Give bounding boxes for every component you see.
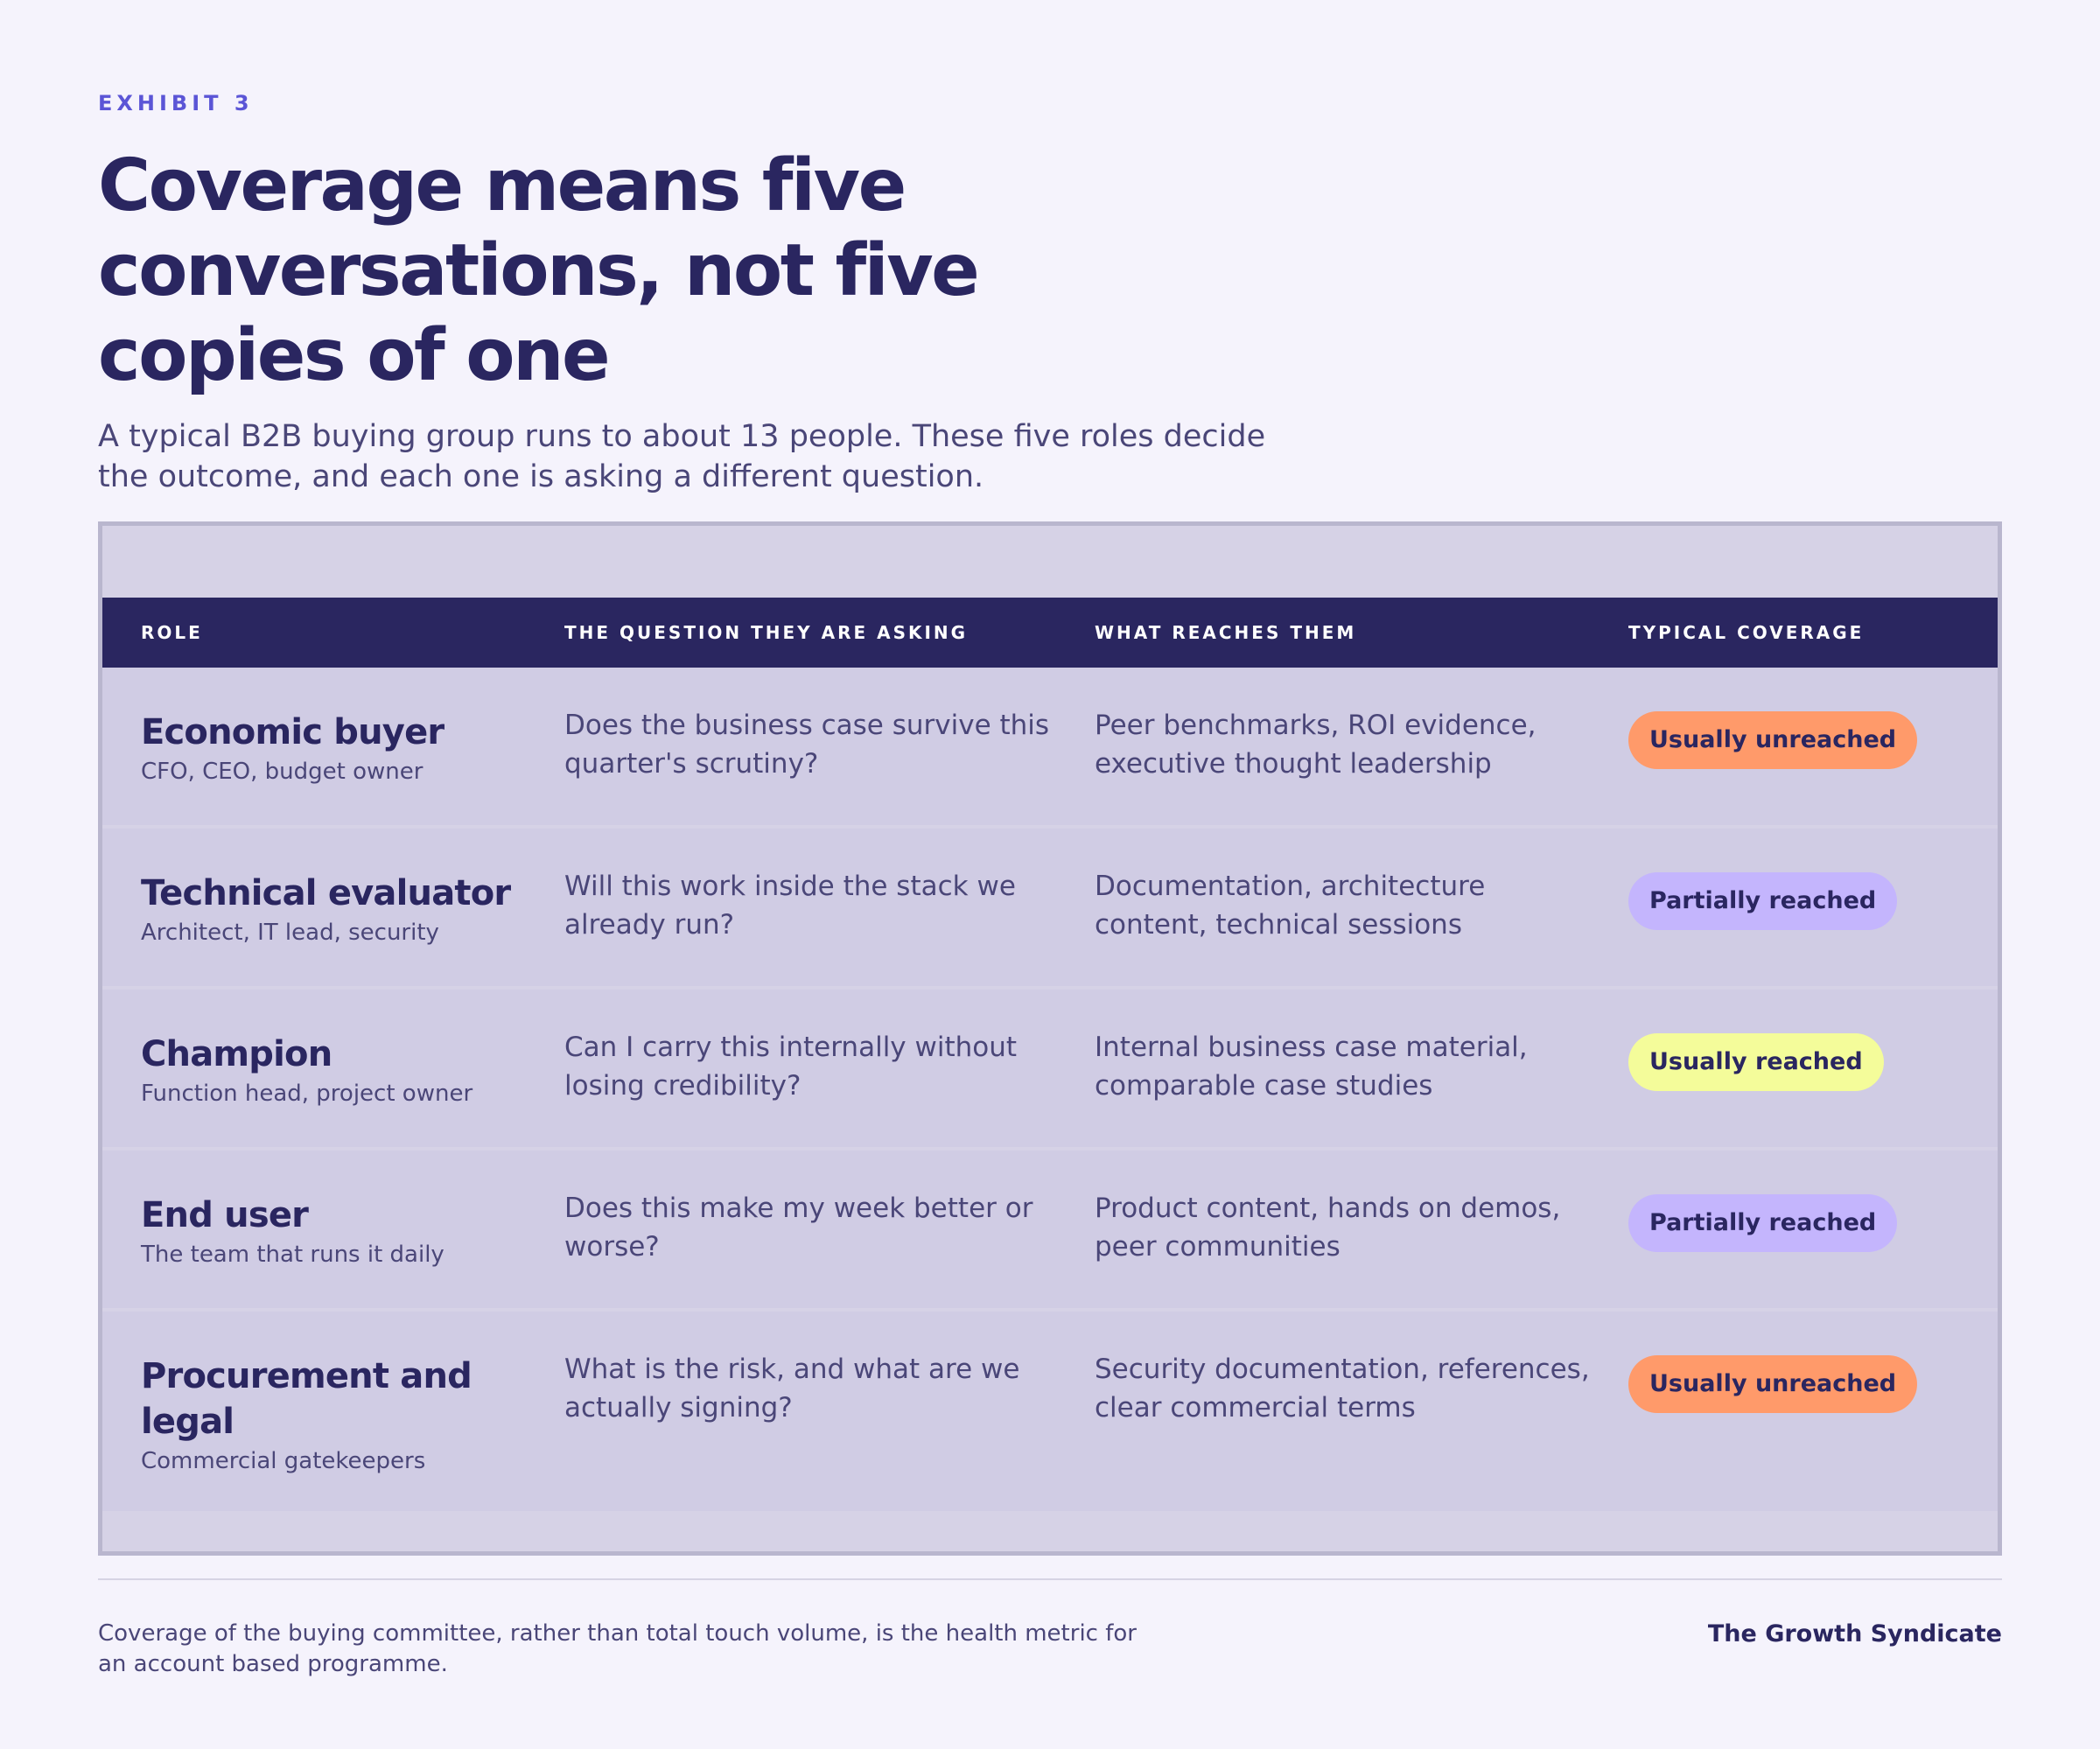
footer-divider	[98, 1578, 2002, 1580]
table-row: Champion Function head, project owner Ca…	[102, 990, 1998, 1147]
table-row: Technical evaluator Architect, IT lead, …	[102, 829, 1998, 986]
role-subtitle: Function head, project owner	[141, 1081, 473, 1107]
reaches-cell: Internal business case material, compara…	[1095, 1032, 1528, 1102]
coverage-badge: Partially reached	[1628, 872, 1898, 930]
brand-name: The Growth Syndicate	[1707, 1620, 2002, 1648]
page-title: Coverage means five conversations, not f…	[98, 144, 980, 397]
role-subtitle: Architect, IT lead, security	[141, 920, 439, 946]
question-cell: What is the risk, and what are we actual…	[564, 1354, 1020, 1424]
reaches-cell: Peer benchmarks, ROI evidence, executive…	[1095, 710, 1536, 780]
role-subtitle: CFO, CEO, budget owner	[141, 759, 424, 785]
role-name: Economic buyer	[141, 712, 444, 752]
coverage-badge: Usually unreached	[1628, 1355, 1918, 1413]
column-header-role: ROLE	[141, 622, 203, 643]
coverage-badge: Partially reached	[1628, 1194, 1898, 1252]
question-cell: Does the business case survive this quar…	[564, 710, 1050, 780]
exhibit-label: EXHIBIT 3	[98, 91, 254, 115]
page-subtitle: A typical B2B buying group runs to about…	[98, 419, 1266, 494]
coverage-badge: Usually reached	[1628, 1033, 1884, 1091]
role-name: Procurement and legal	[141, 1356, 472, 1442]
role-name: End user	[141, 1195, 309, 1235]
role-subtitle: The team that runs it daily	[141, 1242, 444, 1268]
table-header: ROLE THE QUESTION THEY ARE ASKING WHAT R…	[102, 598, 1998, 668]
table-row: End user The team that runs it daily Doe…	[102, 1151, 1998, 1308]
question-cell: Does this make my week better or worse?	[564, 1193, 1033, 1263]
column-header-reaches: WHAT REACHES THEM	[1095, 622, 1357, 643]
coverage-badge: Usually unreached	[1628, 711, 1918, 769]
question-cell: Can I carry this internally without losi…	[564, 1032, 1018, 1102]
reaches-cell: Product content, hands on demos, peer co…	[1095, 1193, 1561, 1263]
column-header-question: THE QUESTION THEY ARE ASKING	[564, 622, 969, 643]
reaches-cell: Security documentation, references, clea…	[1095, 1354, 1590, 1424]
footnote: Coverage of the buying committee, rather…	[98, 1620, 1137, 1677]
table-row: Procurement and legal Commercial gatekee…	[102, 1312, 1998, 1511]
question-cell: Will this work inside the stack we alrea…	[564, 871, 1016, 941]
reaches-cell: Documentation, architecture content, tec…	[1095, 871, 1486, 941]
coverage-table: ROLE THE QUESTION THEY ARE ASKING WHAT R…	[98, 521, 2002, 1556]
table-row: Economic buyer CFO, CEO, budget owner Do…	[102, 668, 1998, 825]
role-name: Technical evaluator	[141, 873, 511, 913]
role-subtitle: Commercial gatekeepers	[141, 1448, 426, 1474]
role-name: Champion	[141, 1034, 332, 1074]
column-header-coverage: TYPICAL COVERAGE	[1628, 622, 1865, 643]
